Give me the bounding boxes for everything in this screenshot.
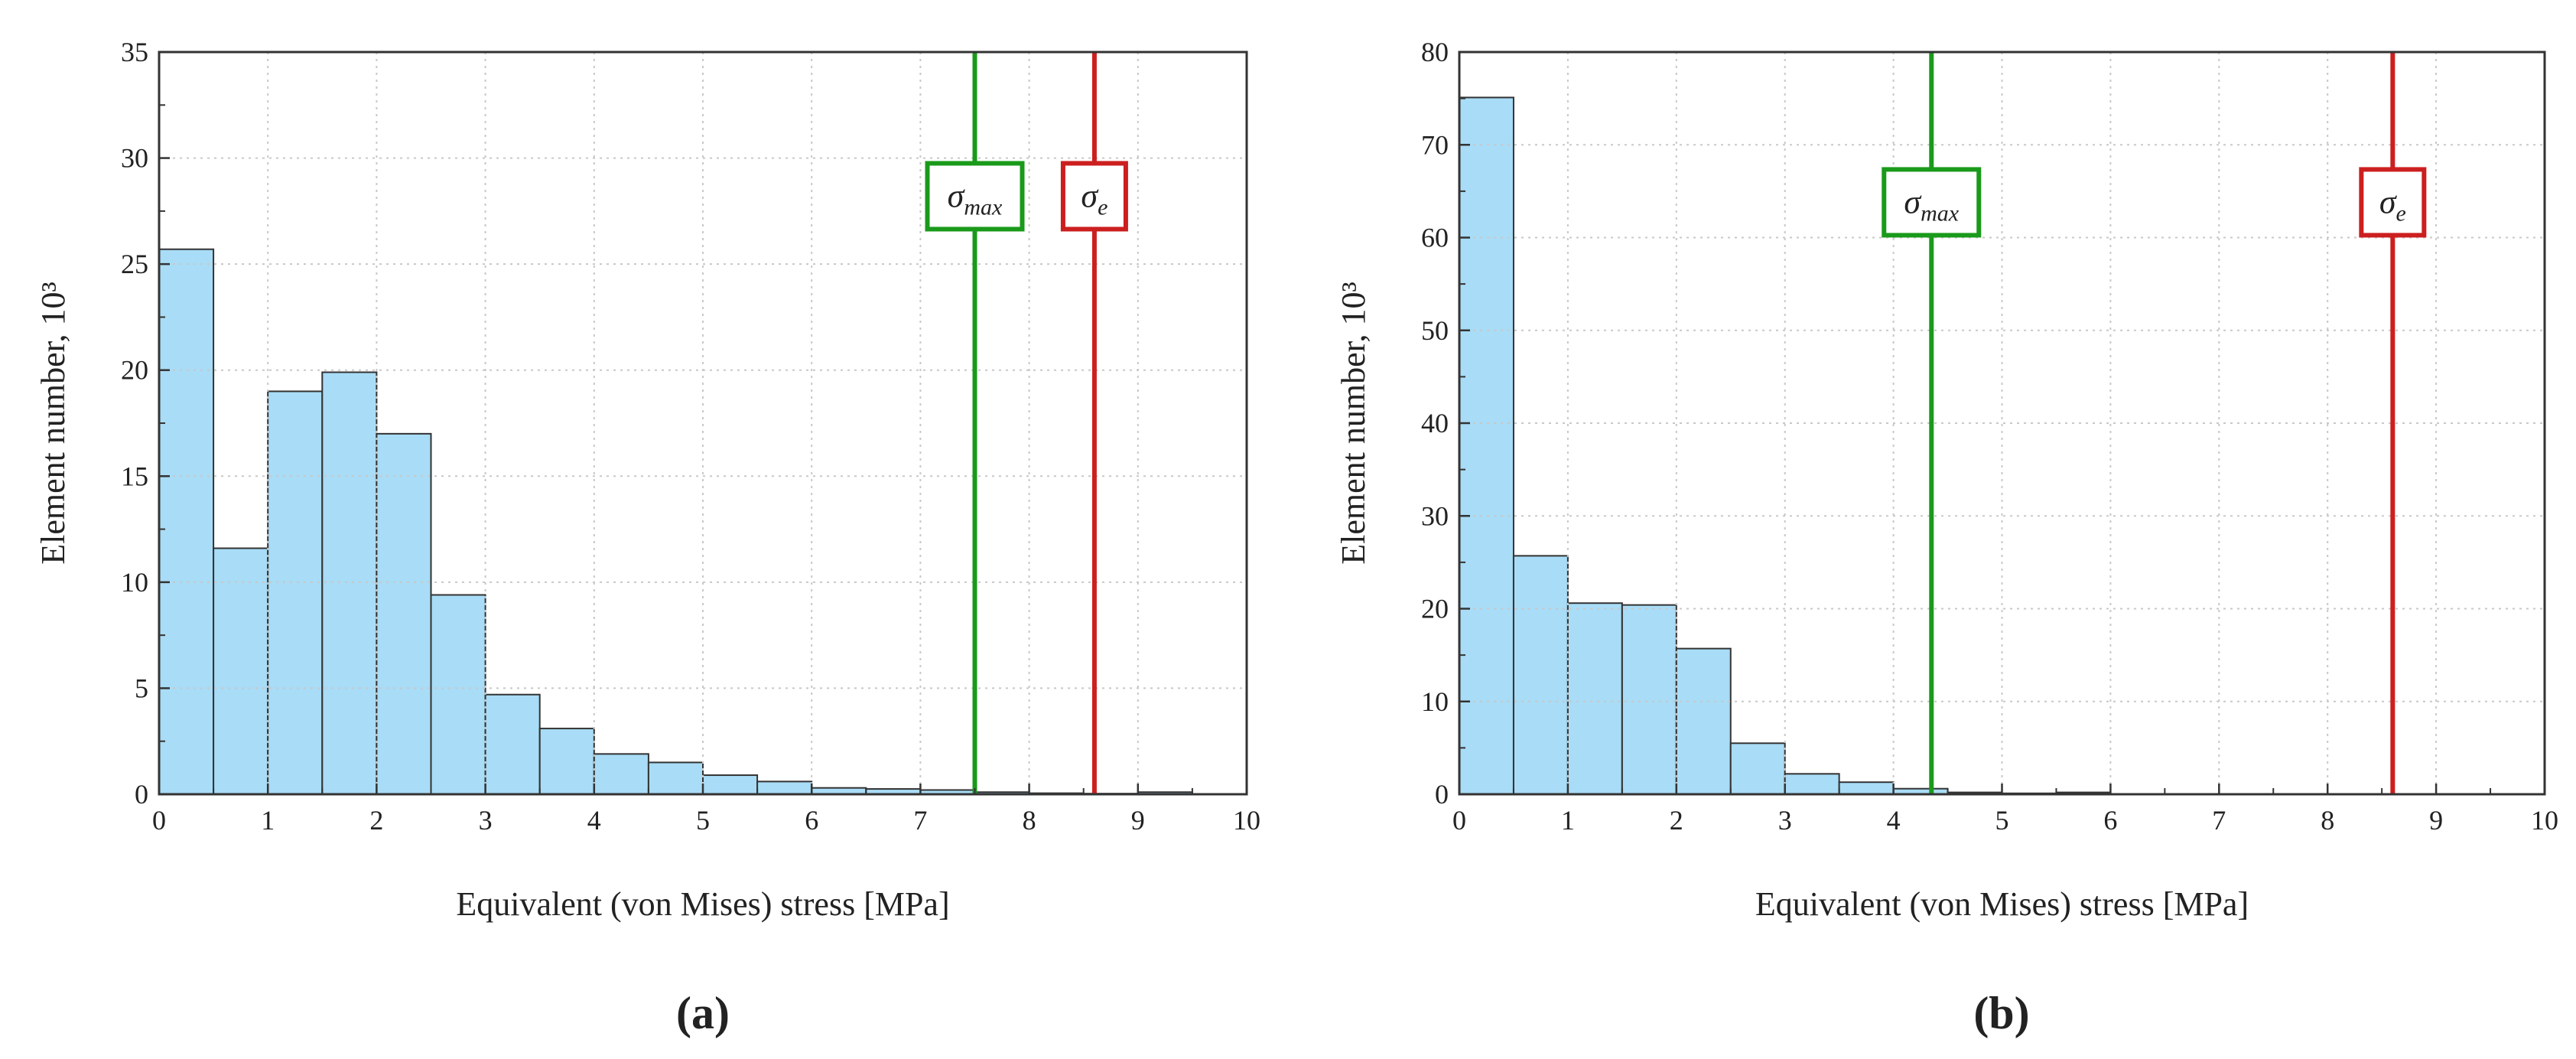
x-tick-label: 3 (1778, 805, 1792, 836)
x-axis-title-a: Equivalent (von Mises) stress [MPa] (456, 885, 949, 923)
x-tick-label: 10 (2531, 805, 2558, 836)
y-tick-label: 10 (121, 567, 148, 598)
histogram-bar (756, 780, 813, 795)
x-tick-label: 8 (2321, 805, 2334, 836)
x-tick-label: 5 (696, 805, 710, 836)
histogram-bar (430, 594, 486, 795)
sigma-e-label-box (1060, 161, 1128, 232)
y-tick-label: 0 (135, 779, 148, 810)
x-tick-label: 7 (2212, 805, 2226, 836)
histogram-bar (376, 432, 432, 795)
histogram-bar (1675, 647, 1732, 796)
histogram-bar (1729, 742, 1786, 795)
y-tick-label: 80 (1421, 37, 1449, 67)
sigma-subscript: max (1921, 200, 1960, 226)
y-tick-label: 20 (1421, 594, 1449, 624)
y-tick-labels-b: 0 10 20 30 40 50 60 70 80 (1421, 37, 1449, 810)
histogram-bar (1459, 96, 1514, 796)
histogram-bar (538, 728, 595, 795)
sigma-max-label-box (1882, 167, 1982, 238)
sigma-symbol: σ (948, 177, 966, 214)
histogram-bar (158, 248, 215, 795)
sigma-symbol: σ (1081, 177, 1099, 214)
y-tick-label: 35 (121, 37, 148, 67)
histogram-bar (213, 547, 269, 795)
histogram-bar (593, 753, 649, 795)
y-tick-label: 5 (135, 673, 148, 703)
x-tick-label: 10 (1233, 805, 1260, 836)
y-axis-title-b: Element number, 10³ (1335, 282, 1372, 564)
sigma-e-label-box (2359, 167, 2427, 238)
histogram-bar (1621, 604, 1677, 796)
sigma-max-marker: σmax (1882, 52, 1982, 794)
x-tick-label: 5 (1995, 805, 2009, 836)
x-tick-label: 1 (1561, 805, 1575, 836)
y-tick-label: 10 (1421, 686, 1449, 717)
x-axis-title-b: Equivalent (von Mises) stress [MPa] (1755, 885, 2249, 923)
histogram-bar (702, 774, 759, 795)
panel-label-b: (b) (1973, 988, 2029, 1038)
sigma-max-label-box (925, 161, 1025, 232)
x-tick-label: 2 (1670, 805, 1683, 836)
sigma-max-marker: σmax (925, 52, 1025, 794)
histogram-bar (1512, 555, 1569, 795)
y-tick-label: 20 (121, 355, 148, 386)
sigma-symbol: σ (2379, 183, 2398, 220)
x-tick-label: 3 (479, 805, 493, 836)
x-tick-labels-a: 0 1 2 3 4 5 6 7 8 9 10 (152, 805, 1260, 836)
sigma-e-marker: σe (2359, 52, 2427, 794)
x-tick-label: 0 (152, 805, 166, 836)
histogram-bar (1566, 602, 1623, 795)
histogram-bar (484, 693, 541, 795)
y-tick-label: 15 (121, 461, 148, 491)
sigma-max-label: σmax (948, 177, 1003, 220)
sigma-max-label: σmax (1904, 183, 1959, 226)
sigma-e-marker: σe (1060, 52, 1128, 794)
x-tick-labels-b: 0 1 2 3 4 5 6 7 8 9 10 (1452, 805, 2558, 836)
sigma-symbol: σ (1904, 183, 1922, 220)
threshold-lines-a: σmax σe (925, 52, 1128, 794)
x-tick-label: 8 (1023, 805, 1036, 836)
threshold-lines-b: σmax σe (1882, 52, 2427, 794)
y-tick-label: 30 (1421, 500, 1449, 531)
sigma-e-label: σe (1081, 177, 1107, 220)
x-tick-label: 9 (2429, 805, 2443, 836)
histogram-bar (267, 390, 324, 795)
x-tick-label: 6 (2103, 805, 2117, 836)
x-tick-label: 4 (587, 805, 601, 836)
y-axis-title-a: Element number, 10³ (34, 282, 72, 564)
sigma-subscript: e (1098, 194, 1107, 220)
histogram-bar (1784, 773, 1840, 796)
x-tick-label: 1 (261, 805, 275, 836)
sigma-subscript: max (964, 194, 1003, 220)
y-tick-labels-a: 0 5 10 15 20 25 30 35 (121, 37, 148, 810)
histogram-bars-b (1459, 96, 2112, 796)
sigma-e-label: σe (2379, 183, 2406, 226)
histogram-bar (1838, 781, 1895, 795)
y-tick-label: 70 (1421, 129, 1449, 160)
histogram-bar (647, 761, 704, 796)
y-tick-label: 0 (1435, 779, 1449, 810)
sigma-subscript: e (2396, 200, 2406, 226)
x-tick-label: 4 (1887, 805, 1901, 836)
ticks-b (1458, 51, 2546, 796)
y-tick-label: 60 (1421, 223, 1449, 253)
y-tick-label: 50 (1421, 315, 1449, 346)
x-tick-label: 7 (913, 805, 927, 836)
ticks-a (158, 51, 1248, 796)
x-tick-label: 9 (1131, 805, 1145, 836)
histogram-bars-a (158, 248, 1193, 796)
y-tick-label: 40 (1421, 408, 1449, 438)
x-tick-label: 6 (805, 805, 818, 836)
y-tick-label: 30 (121, 143, 148, 174)
x-tick-label: 2 (369, 805, 383, 836)
histogram-bar (321, 371, 378, 795)
y-tick-label: 25 (121, 249, 148, 279)
x-tick-label: 0 (1452, 805, 1466, 836)
panel-label-a: (a) (676, 988, 730, 1038)
